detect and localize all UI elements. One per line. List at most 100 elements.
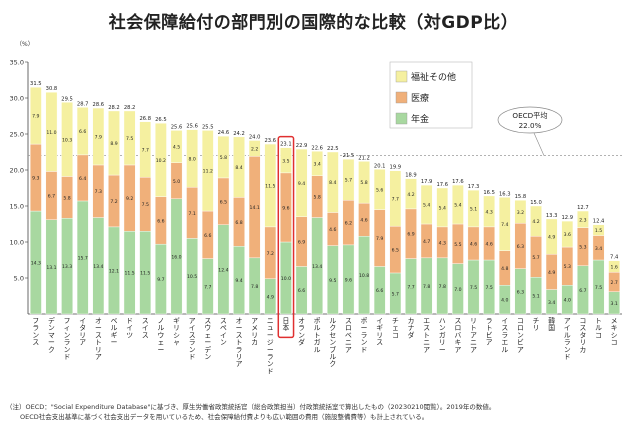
segment-value-label: 5.4 [454,203,461,209]
segment-value-label: 4.6 [360,218,367,224]
total-value-label: 31.5 [30,81,42,87]
bar-segment [420,184,433,225]
total-value-label: 21.5 [343,153,355,159]
x-category-label: オランダ [298,317,305,347]
x-category-label: スペイン [220,317,227,347]
total-value-label: 12.7 [577,205,589,211]
bar-segment [483,195,495,228]
x-category-label: フランス [32,317,39,347]
bar-segment [452,184,464,225]
segment-value-label: 7.9 [32,114,39,120]
x-category-label: イスラエル [501,317,508,354]
segment-value-label: 14.3 [31,261,41,267]
total-value-label: 24.0 [249,134,261,140]
bar-segment [514,200,527,224]
x-category-label: スイス [142,317,149,339]
y-tick-label: 20.0 [10,167,24,175]
x-category-label: 韓国 [548,316,555,332]
segment-value-label: 5.7 [392,291,399,297]
segment-value-label: 8.4 [329,180,336,186]
segment-value-label: 11.5 [140,271,150,277]
total-value-label: 17.9 [421,179,433,185]
segment-value-label: 9.3 [32,176,39,182]
y-tick-label: 25.0 [10,131,24,139]
segment-value-label: 10.3 [62,137,72,143]
x-category-label: オーストリア [95,317,102,361]
x-category-label: メキシコ [611,317,618,347]
legend-swatch [395,112,408,125]
segment-value-label: 7.8 [423,284,430,290]
segment-value-label: 4.3 [439,240,446,246]
x-category-label: リトアニア [470,317,477,354]
segment-value-label: 7.7 [407,284,414,290]
segment-value-label: 9.5 [329,278,336,284]
x-category-label: コスタリカ [580,317,587,354]
x-category-label: スウェーデン [204,317,211,361]
total-value-label: 20.1 [374,163,386,169]
y-tick-label: 35.0 [10,59,24,67]
total-value-label: 30.8 [46,86,58,92]
bar-segment [92,107,105,166]
bar-segment [76,107,89,156]
bar-segment [326,151,339,213]
footnote-line-2: OECD社会支出基準に基づく社会支出データを用いているため、社会保障給付費よりも… [20,413,429,421]
segment-value-label: 3.4 [595,246,602,252]
segment-value-label: 7.7 [142,147,149,153]
total-value-label: 19.9 [390,165,402,171]
total-value-label: 28.6 [93,102,105,108]
segment-value-label: 4.3 [485,209,492,215]
bar-segment [311,151,324,176]
y-tick-label: 15.0 [10,203,24,211]
y-tick-label: 5.0 [14,275,24,283]
x-category-label: ニュージーランド [267,317,274,375]
total-value-label: 28.7 [77,101,89,107]
segment-value-label: 6.5 [220,199,227,205]
total-value-label: 18.9 [405,173,417,179]
x-category-label: オーストラリア [236,317,243,368]
segment-value-label: 11.0 [46,130,56,136]
segment-value-label: 7.2 [110,199,117,205]
segment-value-label: 4.2 [407,192,414,198]
segment-value-label: 7.5 [126,136,133,142]
bar-segment [29,86,42,145]
segment-value-label: 7.0 [454,287,461,293]
x-category-label: フィンランド [64,317,71,361]
total-value-label: 25.5 [202,124,214,130]
bar-segment [248,140,261,157]
bar-segment [295,148,308,217]
bar-segment [436,187,449,228]
segment-value-label: 7.8 [439,284,446,290]
segment-value-label: 16.0 [171,254,181,260]
total-value-label: 25.6 [186,124,198,130]
bar-segment [170,130,183,163]
segment-value-label: 4.0 [501,298,508,304]
segment-value-label: 6.3 [517,244,524,250]
segment-value-label: 11.5 [265,183,275,189]
segment-value-label: 5.1 [532,294,539,300]
total-value-label: 12.9 [562,215,574,221]
total-value-label: 7.4 [610,255,619,261]
segment-value-label: 3.4 [548,300,555,306]
bar-segment [155,122,167,197]
segment-value-label: 8.9 [110,141,117,147]
x-category-label: スロベニア [345,317,352,354]
segment-value-label: 7.3 [95,189,102,195]
segment-value-label: 5.5 [454,242,461,248]
segment-value-label: 3.1 [611,301,618,307]
segment-value-label: 10.5 [187,274,197,280]
oecd-average-callout [497,106,563,134]
x-category-label: 日本 [283,317,290,332]
segment-value-label: 8.4 [235,165,242,171]
x-category-label: エストニア [423,317,430,354]
segment-value-label: 15.7 [78,255,88,261]
total-value-label: 22.5 [327,146,339,152]
segment-value-label: 7.9 [95,135,102,141]
total-value-label: 22.6 [311,145,323,151]
segment-value-label: 4.7 [423,239,430,245]
bar-segment [530,205,542,237]
legend-label: 年金 [411,113,429,125]
total-value-label: 26.8 [139,116,151,122]
total-value-label: 22.9 [296,143,308,149]
x-category-label: ルクセンブルク [329,317,336,368]
